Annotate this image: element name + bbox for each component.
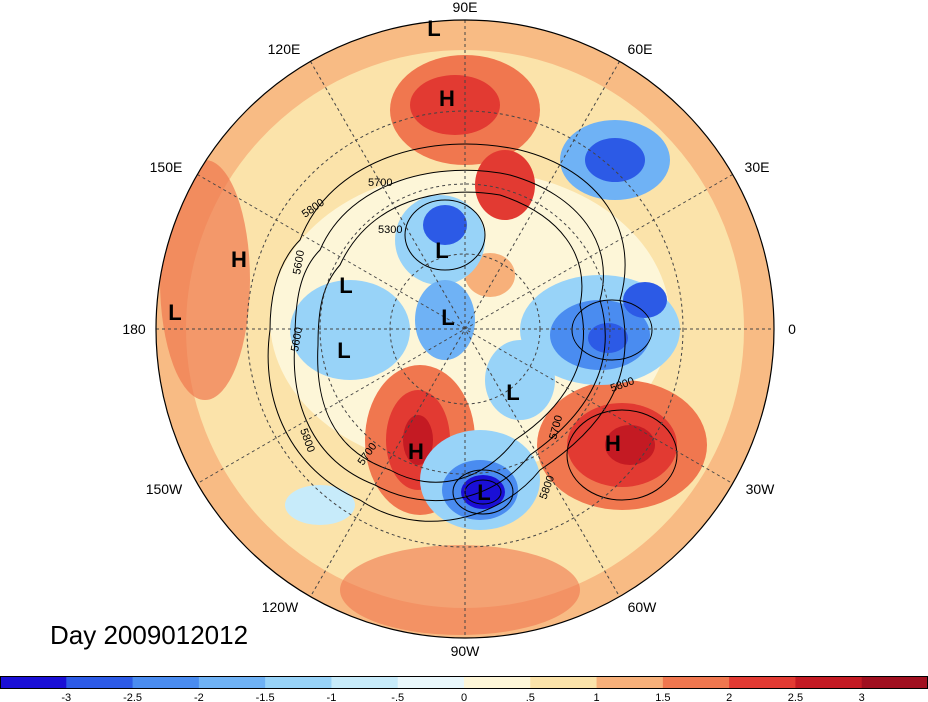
contour-label: 5700 [368, 177, 392, 189]
colorbar-swatch [265, 676, 332, 689]
lon-label-120E: 120E [268, 41, 301, 57]
colorbar-swatch [596, 676, 664, 689]
colorbar-tick-label: 1 [594, 692, 600, 702]
longitude-labels: 90E 60E 30E 0 30W 60W 90W 120W 150W 180 … [122, 0, 796, 659]
colorbar-tick-label: -1.5 [256, 692, 275, 702]
center-low: L [441, 305, 454, 330]
siberia-ridge-core [410, 75, 500, 135]
colorbar-tick-label: 2.5 [788, 692, 803, 702]
colorbar-tick-label: 1.5 [655, 692, 670, 702]
graticule [156, 20, 774, 638]
lon-label-180: 180 [122, 321, 146, 337]
colorbar-swatch [132, 676, 200, 689]
west-warm-region [160, 160, 250, 400]
colorbar-tick-label: -2.5 [123, 692, 142, 702]
colorbar-tick-label: 0 [461, 692, 467, 702]
colorbar-swatch [331, 676, 399, 689]
contour-5700 [293, 169, 606, 502]
lon-label-60W: 60W [628, 599, 658, 615]
norway-low-core [623, 282, 667, 318]
colorbar-tick-label: 3 [859, 692, 865, 702]
colorbar-tick-label: -2 [194, 692, 204, 702]
center-high: H [231, 247, 247, 272]
contour-label: 5300 [378, 224, 402, 236]
anomaly-field [156, 20, 774, 638]
colorbar-tick-label: -.5 [391, 692, 404, 702]
lon-label-120W: 120W [262, 599, 299, 615]
lon-label-30E: 30E [745, 159, 770, 175]
colorbar: -3 -2.5 -2 -1.5 -1 -.5 0 .5 1 1.5 2 2.5 3 [0, 676, 928, 702]
map-title: Day 2009012012 [50, 620, 249, 650]
europe-trough-core [585, 138, 645, 182]
colorbar-swatch [0, 676, 67, 689]
south-warm-region [340, 545, 580, 635]
lon-label-0: 0 [788, 321, 796, 337]
colorbar-swatch [198, 676, 266, 689]
contour-eastern-low-inner [464, 479, 502, 505]
map-border [155, 19, 775, 639]
contour-label: 5600 [291, 249, 307, 275]
center-high: H [408, 439, 424, 464]
contour-5600 [317, 191, 584, 483]
lon-label-150E: 150E [150, 159, 183, 175]
lon-label-150W: 150W [146, 481, 183, 497]
center-high: H [439, 86, 455, 111]
center-low: L [337, 338, 350, 363]
center-high: H [605, 431, 621, 456]
colorbar-tick-label: .5 [526, 692, 535, 702]
lon-label-90W: 90W [451, 643, 481, 659]
atlantic-trough-core [588, 323, 628, 353]
colorbar-tick-label: -1 [327, 692, 337, 702]
western-na-ridge-peak [403, 415, 433, 465]
colorbar-swatch [729, 676, 796, 689]
contour-eastern-low [452, 469, 514, 515]
pressure-centers: L H L L H L L L L L H H [168, 16, 621, 505]
lon-label-60E: 60E [628, 41, 653, 57]
lon-label-90E: 90E [453, 0, 478, 15]
eastern-na-trough-core [461, 475, 505, 509]
contour-label: 5600 [289, 326, 305, 352]
contour-5800 [267, 143, 626, 522]
height-contours [267, 143, 678, 522]
center-low: L [435, 238, 448, 263]
center-low: L [427, 16, 440, 41]
colorbar-swatch [530, 676, 598, 689]
contour-atlantic-low [571, 299, 653, 361]
meridian-150E-30W [197, 174, 733, 484]
pole-low [415, 280, 475, 360]
colorbar-swatch [861, 676, 928, 689]
colorbar-swatch [397, 676, 465, 689]
colorbar-swatch [795, 676, 863, 689]
contour-5300 [404, 199, 486, 271]
pacific-trough [290, 280, 410, 380]
colorbar-tick-label: -3 [61, 692, 71, 702]
center-low: L [339, 273, 352, 298]
colorbar-swatch [464, 676, 531, 689]
contour-atlantic-high [566, 409, 678, 501]
colorbar-swatch [662, 676, 730, 689]
colorbar-swatch [66, 676, 134, 689]
center-low: L [506, 380, 519, 405]
latitude-circle-mid [319, 183, 611, 475]
pacific-cool-spot [285, 485, 355, 525]
center-low: L [477, 480, 490, 505]
colorbar-tick-label: 2 [726, 692, 732, 702]
center-low: L [168, 300, 181, 325]
polar-trough-core [423, 205, 467, 245]
lon-label-30W: 30W [746, 481, 776, 497]
